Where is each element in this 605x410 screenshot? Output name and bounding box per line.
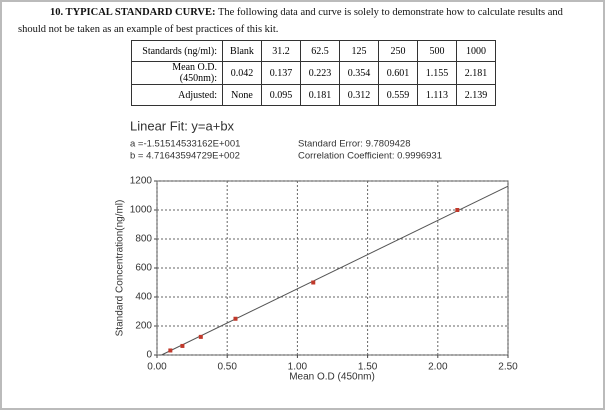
table-cell: 0.354 (339, 61, 379, 85)
y-tick-label: 0 (146, 350, 152, 361)
table-cell: 0.223 (300, 61, 340, 85)
data-point (168, 348, 173, 353)
y-tick-label: 400 (135, 292, 152, 303)
x-tick-label: 0.50 (217, 362, 237, 373)
y-tick-label: 600 (135, 263, 152, 274)
table-row: Mean O.D.(450nm): 0.042 0.137 0.223 0.354 0.6… (131, 61, 496, 85)
table-row: Standards (ng/ml): Blank 31.2 62.5 125 250 500… (131, 40, 496, 62)
data-point (180, 343, 185, 348)
x-tick-label: 2.00 (428, 362, 448, 373)
data-table: Standards (ng/ml): Blank 31.2 62.5 125 250 500… (131, 40, 496, 106)
table-cell: None (222, 84, 262, 106)
data-point (455, 208, 460, 212)
table-cell: Mean O.D.(450nm): (131, 61, 223, 85)
data-point (311, 280, 316, 285)
table-cell: 2.139 (456, 84, 496, 106)
table-row: Adjusted: None 0.095 0.181 0.312 0.559 1.113 2.… (131, 84, 496, 106)
section-heading: 10. TYPICAL STANDARD CURVE: (50, 7, 216, 18)
x-tick-label: 1.50 (358, 362, 378, 373)
x-tick-label: 0.00 (147, 362, 167, 373)
x-tick-label: 2.50 (498, 362, 518, 373)
section-text: 10. TYPICAL STANDARD CURVE: The followin… (18, 4, 588, 38)
y-tick-label: 1000 (130, 205, 153, 216)
fit-b: b = 4.71643594729E+002 (130, 151, 240, 162)
chart-title: Linear Fit: y=a+bx (130, 118, 235, 133)
fit-a: a =-1.51514533162E+001 (130, 139, 240, 150)
x-axis-label: Mean O.D (450nm) (289, 372, 375, 383)
data-point (233, 316, 238, 321)
y-tick-label: 800 (135, 234, 152, 245)
table-cell: 1.155 (417, 61, 457, 85)
standard-error: Standard Error: 9.7809428 (298, 139, 411, 150)
y-tick-label: 1200 (130, 176, 153, 187)
fit-line (161, 185, 509, 356)
table-cell: 2.181 (456, 61, 496, 85)
correlation: Correlation Coefficient: 0.9996931 (298, 151, 442, 162)
data-point (198, 334, 203, 339)
x-tick-label: 1.00 (288, 362, 308, 373)
y-tick-label: 200 (135, 321, 152, 332)
y-axis-label: Standard Concentration(ng/ml) (115, 200, 126, 337)
table-cell: 0.312 (339, 84, 379, 106)
section-body: The following data and curve is solely t… (18, 7, 563, 35)
